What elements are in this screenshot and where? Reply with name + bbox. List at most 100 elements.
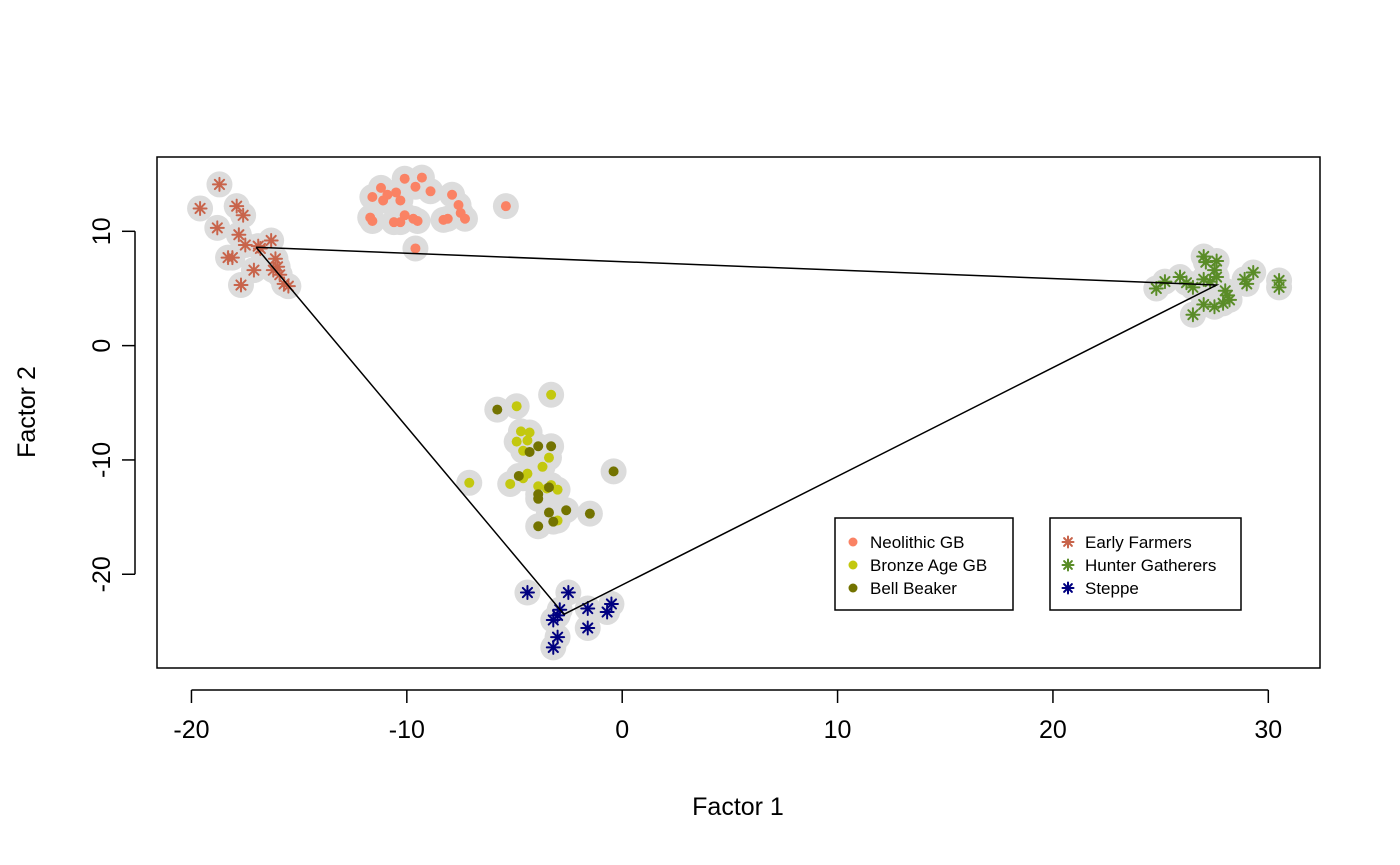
legend-label-neolithic-gb: Neolithic GB	[870, 533, 964, 552]
point-early-farmers-5	[231, 227, 247, 243]
point-early-farmers-4	[209, 220, 225, 236]
point-bronze-age-gb-15	[505, 478, 516, 489]
triangle-line	[255, 246, 1220, 616]
point-neolithic-gb-0	[375, 182, 386, 193]
point-neolithic-gb-7	[410, 181, 421, 192]
point-hunter-gatherers-6	[1196, 271, 1212, 287]
point-early-farmers-2	[229, 198, 245, 214]
point-early-farmers-0	[211, 176, 227, 192]
legend-box-samples: Neolithic GB Bronze Age GB Bell Beaker	[834, 517, 1014, 611]
point-neolithic-gb-23	[500, 201, 511, 212]
point-neolithic-gb-17	[412, 216, 423, 227]
point-hunter-gatherers-23	[1271, 279, 1287, 295]
point-bronze-age-gb-16	[464, 477, 475, 488]
point-bronze-age-gb-7	[543, 452, 554, 463]
point-bronze-age-gb-5	[511, 436, 522, 447]
point-bell-beaker-10	[584, 508, 595, 519]
point-hunter-gatherers-10	[1178, 275, 1194, 291]
point-neolithic-gb-4	[382, 189, 393, 200]
point-hunter-gatherers-8	[1157, 274, 1173, 290]
point-bronze-age-gb-4	[522, 435, 533, 446]
point-neolithic-gb-24	[410, 243, 421, 254]
point-hunter-gatherers-16	[1206, 299, 1222, 315]
point-hunter-gatherers-21	[1245, 264, 1261, 280]
point-bell-beaker-2	[533, 441, 544, 452]
point-early-farmers-8	[263, 232, 279, 248]
legend-marker-early-farmers	[1061, 535, 1075, 549]
point-neolithic-gb-19	[442, 213, 453, 224]
point-neolithic-gb-2	[367, 192, 378, 203]
legend-marker-bell-beaker	[848, 583, 858, 593]
point-hunter-gatherers-1	[1198, 254, 1214, 270]
x-axis: -20 -10 0 10 20 30	[173, 689, 1282, 744]
legend-label-bronze-age-gb: Bronze Age GB	[870, 556, 987, 575]
point-steppe-10	[545, 639, 561, 655]
point-bell-beaker-7	[533, 493, 544, 504]
point-hunter-gatherers-11	[1185, 279, 1201, 295]
legend-frame-0	[834, 517, 1014, 611]
point-bell-beaker-1	[524, 446, 535, 457]
legend-box-sources: Early Farmers Hunter Gatherers Steppe	[1049, 517, 1242, 611]
point-steppe-7	[603, 596, 619, 612]
point-early-farmers-1	[192, 200, 208, 216]
x-tick-label-10: -10	[389, 716, 425, 744]
point-bell-beaker-8	[561, 505, 572, 516]
legend-marker-steppe	[1061, 581, 1075, 595]
point-bronze-age-gb-1	[511, 401, 522, 412]
legend-label-steppe: Steppe	[1085, 579, 1139, 598]
point-hunter-gatherers-18	[1185, 307, 1201, 323]
marker-layer	[192, 172, 1287, 655]
point-bell-beaker-3	[546, 441, 557, 452]
point-neolithic-gb-5	[399, 173, 410, 184]
point-early-farmers-17	[233, 277, 249, 293]
point-hunter-gatherers-17	[1196, 296, 1212, 312]
legend-marker-bronze-age-gb	[848, 560, 858, 570]
point-early-farmers-3	[235, 207, 251, 223]
point-steppe-1	[560, 585, 576, 601]
point-bell-beaker-4	[513, 470, 524, 481]
y-tick-label-20: -20	[88, 556, 116, 592]
legend-label-bell-beaker: Bell Beaker	[870, 579, 957, 598]
point-neolithic-gb-9	[447, 189, 458, 200]
plot-frame	[156, 156, 1321, 669]
y-axis-label: Factor 2	[13, 366, 41, 458]
legend-label-hunter-gatherers: Hunter Gatherers	[1085, 556, 1216, 575]
point-neolithic-gb-8	[425, 186, 436, 197]
point-steppe-8	[580, 620, 596, 636]
point-early-farmers-14	[246, 262, 262, 278]
point-neolithic-gb-16	[388, 217, 399, 228]
y-axis: -20 -10 0 10	[88, 217, 136, 592]
point-steppe-9	[550, 629, 566, 645]
point-bronze-age-gb-14	[552, 484, 563, 495]
point-bronze-age-gb-3	[524, 427, 535, 438]
point-bell-beaker-6	[543, 482, 554, 493]
point-neolithic-gb-6	[416, 172, 427, 183]
point-bell-beaker-12	[533, 521, 544, 532]
point-steppe-5	[580, 601, 596, 617]
point-bronze-age-gb-2	[515, 426, 526, 437]
point-bronze-age-gb-0	[546, 389, 557, 400]
point-bell-beaker-0	[492, 404, 503, 415]
x-tick-label-10: 10	[824, 716, 852, 744]
x-axis-label: Factor 1	[692, 793, 784, 821]
point-hunter-gatherers-2	[1209, 253, 1225, 269]
x-tick-label-20: 20	[1039, 716, 1067, 744]
y-tick-label-10: -10	[88, 442, 116, 478]
y-tick-label-10: 10	[88, 217, 116, 245]
point-hunter-gatherers-9	[1148, 280, 1164, 296]
point-neolithic-gb-10	[395, 195, 406, 206]
x-tick-label-20: -20	[173, 716, 209, 744]
point-neolithic-gb-12	[367, 216, 378, 227]
point-bronze-age-gb-11	[533, 481, 544, 492]
legend-marker-neolithic-gb	[848, 537, 858, 547]
point-early-farmers-6	[237, 237, 253, 253]
point-bronze-age-gb-8	[537, 461, 548, 472]
point-neolithic-gb-20	[453, 200, 464, 211]
point-hunter-gatherers-20	[1239, 276, 1255, 292]
legend-marker-hunter-gatherers	[1061, 558, 1075, 572]
y-tick-label-0: 0	[88, 339, 116, 353]
point-bell-beaker-11	[548, 516, 559, 527]
point-early-farmers-11	[224, 250, 240, 266]
x-tick-label-30: 30	[1254, 716, 1282, 744]
x-tick-label-0: 0	[615, 716, 629, 744]
